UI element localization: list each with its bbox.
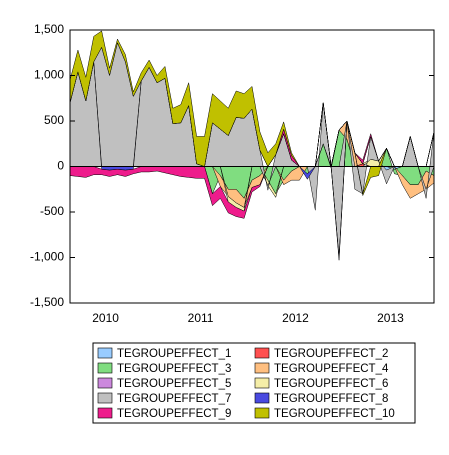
area	[69, 30, 435, 196]
legend-label: TEGROUPEFFECT_6	[274, 378, 388, 390]
legend-swatch	[254, 392, 270, 404]
legend-swatch	[254, 362, 270, 374]
y-tick-label: -1,000	[30, 250, 64, 264]
legend-swatch	[97, 362, 113, 374]
legend-label: TEGROUPEFFECT_2	[274, 348, 388, 360]
y-tick-label: -500	[40, 204, 64, 218]
x-tick-label: 2012	[282, 311, 309, 325]
y-tick-label: -1,500	[30, 295, 64, 309]
legend-swatch	[97, 392, 113, 404]
legend-label: TEGROUPEFFECT_1	[117, 348, 231, 360]
axes: -1,500 -1,000 -500 0 500 1,000 1,500 2010 2011 20…	[30, 22, 434, 325]
y-tick-label: 1,500	[34, 22, 64, 36]
legend-label: TEGROUPEFFECT_8	[274, 393, 388, 405]
x-tick-label: 2013	[377, 311, 404, 325]
y-tick-label: 1,000	[34, 68, 64, 82]
legend-label: TEGROUPEFFECT_3	[117, 363, 231, 375]
legend-label: TEGROUPEFFECT_4	[274, 363, 389, 375]
legend-swatch	[254, 377, 270, 389]
legend-swatch	[254, 407, 270, 419]
legend-label: TEGROUPEFFECT_7	[117, 393, 231, 405]
legend-label: TEGROUPEFFECT_5	[117, 378, 231, 390]
legend: TEGROUPEFFECT_1 TEGROUPEFFECT_2 TEGROUPEFF…	[97, 347, 395, 420]
legend-box	[92, 342, 416, 424]
legend-label: TEGROUPEFFECT_9	[117, 408, 231, 420]
legend-swatch	[97, 407, 113, 419]
legend-swatch	[97, 377, 113, 389]
y-tick-label: 500	[44, 113, 64, 127]
y-tick-label: 0	[57, 159, 64, 173]
legend-swatch	[254, 347, 270, 359]
x-tick-label: 2011	[188, 311, 214, 325]
legend-label: TEGROUPEFFECT_10	[274, 408, 395, 420]
legend-swatch	[97, 347, 113, 359]
x-tick-label: 2010	[92, 311, 119, 325]
